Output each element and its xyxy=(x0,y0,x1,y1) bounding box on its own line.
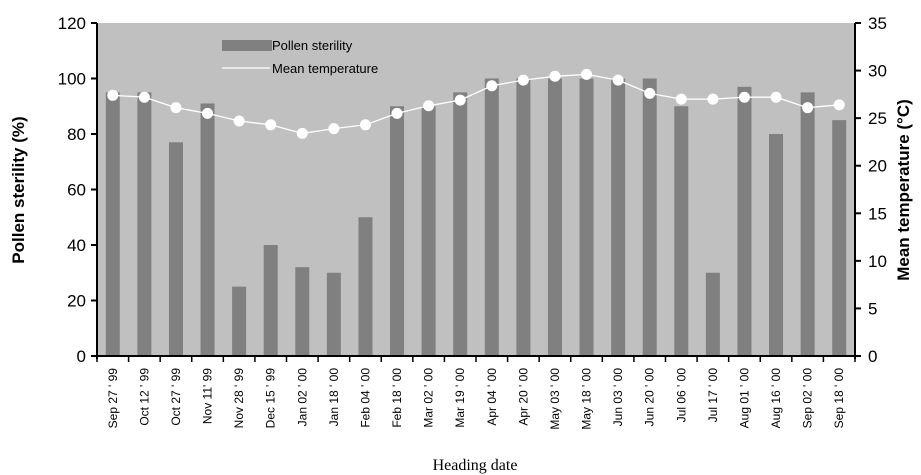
temperature-point-7 xyxy=(296,127,308,139)
legend: Pollen sterility Mean temperature xyxy=(222,38,378,76)
x-category-label: Feb 18 ' 00 xyxy=(390,368,404,428)
temperature-point-4 xyxy=(202,107,214,119)
temperature-point-21 xyxy=(738,91,750,103)
bar-2 xyxy=(137,92,152,356)
y2-tick-label: 0 xyxy=(868,347,877,366)
plot-area xyxy=(97,23,855,356)
x-category-label: Jun 20 ' 00 xyxy=(643,368,657,427)
temperature-point-1 xyxy=(107,89,119,101)
y2-tick-label: 15 xyxy=(868,204,887,223)
x-category-label: Sep 02 ' 00 xyxy=(801,368,815,429)
bar-3 xyxy=(168,142,183,356)
bar-15 xyxy=(547,78,562,356)
x-category-label: Oct 12 ' 99 xyxy=(137,368,151,426)
temperature-point-24 xyxy=(833,99,845,111)
bar-20 xyxy=(705,272,720,356)
legend-label-mean-temperature: Mean temperature xyxy=(272,61,378,76)
bar-4 xyxy=(200,103,215,356)
temperature-point-9 xyxy=(359,119,371,131)
temperature-point-10 xyxy=(391,107,403,119)
y2-tick-label: 30 xyxy=(868,62,887,81)
line-series-mean-temperature xyxy=(107,68,845,139)
temperature-point-3 xyxy=(170,102,182,114)
bar-17 xyxy=(611,78,626,356)
x-category-label: Sep 18 ' 00 xyxy=(832,368,846,429)
bar-5 xyxy=(232,286,247,356)
x-category-label: Mar 02 ' 00 xyxy=(422,368,436,428)
x-category-label: Jun 03 ' 00 xyxy=(611,368,625,427)
bar-16 xyxy=(579,78,594,356)
x-category-label: Nov 11' 99 xyxy=(201,368,215,424)
x-category-label: May 03 ' 00 xyxy=(548,368,562,430)
bar-1 xyxy=(105,92,120,356)
bar-18 xyxy=(642,78,657,356)
temperature-point-15 xyxy=(549,70,561,82)
temperature-point-11 xyxy=(423,100,435,112)
bar-7 xyxy=(295,267,310,356)
x-category-label: Jul 06 ' 00 xyxy=(674,368,688,423)
bar-19 xyxy=(674,106,689,356)
x-category-label: Aug 01 ' 00 xyxy=(737,368,751,429)
bar-14 xyxy=(516,78,531,356)
x-category-label: Dec 15 ' 99 xyxy=(264,368,278,429)
temperature-point-19 xyxy=(675,93,687,105)
y2-tick-label: 10 xyxy=(868,252,887,271)
bar-10 xyxy=(390,106,405,356)
bar-21 xyxy=(737,86,752,356)
bar-9 xyxy=(358,217,373,356)
x-category-label: May 18 ' 00 xyxy=(580,368,594,430)
x-category-label: Oct 27 ' 99 xyxy=(169,368,183,426)
y-axis-title: Pollen sterility (%) xyxy=(9,116,28,263)
bar-6 xyxy=(263,245,278,356)
legend-label-pollen-sterility: Pollen sterility xyxy=(272,38,353,53)
bar-8 xyxy=(326,272,341,356)
y-tick-label: 40 xyxy=(67,236,86,255)
temperature-point-14 xyxy=(517,74,529,86)
temperature-point-22 xyxy=(770,91,782,103)
y2-tick-label: 35 xyxy=(868,14,887,33)
x-category-label: Jul 17 ' 00 xyxy=(706,368,720,423)
bar-22 xyxy=(769,134,784,356)
x-category-label: Aug 16 ' 00 xyxy=(769,368,783,429)
temperature-point-2 xyxy=(138,91,150,103)
bar-11 xyxy=(421,106,436,356)
axes: 0 20 40 60 80 100 120 0 5 10 15 20 25 30 35 Sep 27 ' 99… xyxy=(58,14,887,430)
temperature-point-20 xyxy=(707,93,719,105)
x-category-label: Apr 20 ' 00 xyxy=(516,368,530,426)
x-category-label: Mar 19 ' 00 xyxy=(453,368,467,428)
y-tick-label: 0 xyxy=(77,347,86,366)
bar-series-pollen-sterility xyxy=(105,78,847,356)
temperature-point-13 xyxy=(486,80,498,92)
temperature-point-8 xyxy=(328,123,340,135)
bar-24 xyxy=(832,120,847,356)
y2-axis-title: Mean temperature (°C) xyxy=(894,99,913,281)
temperature-point-18 xyxy=(644,87,656,99)
temperature-point-12 xyxy=(454,94,466,106)
y2-tick-label: 5 xyxy=(868,299,877,318)
x-category-label: Jan 18 ' 00 xyxy=(327,368,341,427)
bar-23 xyxy=(800,92,815,356)
x-category-label: Feb 04 ' 00 xyxy=(358,368,372,428)
temperature-point-6 xyxy=(265,119,277,131)
temperature-point-17 xyxy=(612,74,624,86)
temperature-point-16 xyxy=(581,68,593,80)
bar-12 xyxy=(453,92,468,356)
y-tick-label: 80 xyxy=(67,125,86,144)
y-tick-label: 20 xyxy=(67,292,86,311)
x-axis-title: Heading date xyxy=(433,457,518,474)
y2-tick-label: 20 xyxy=(868,157,887,176)
y2-tick-label: 25 xyxy=(868,109,887,128)
y-tick-label: 120 xyxy=(58,14,86,33)
x-category-label: Jan 02 ' 00 xyxy=(295,368,309,427)
legend-swatch-pollen-sterility xyxy=(222,40,272,51)
y-tick-label: 60 xyxy=(67,181,86,200)
temperature-point-23 xyxy=(802,102,814,114)
x-category-label: Apr 04 ' 00 xyxy=(485,368,499,426)
y-tick-label: 100 xyxy=(58,70,86,89)
bar-13 xyxy=(484,78,499,356)
x-category-label: Sep 27 ' 99 xyxy=(106,368,120,429)
temperature-point-5 xyxy=(233,115,245,127)
x-category-label: Nov 28 ' 99 xyxy=(232,368,246,429)
